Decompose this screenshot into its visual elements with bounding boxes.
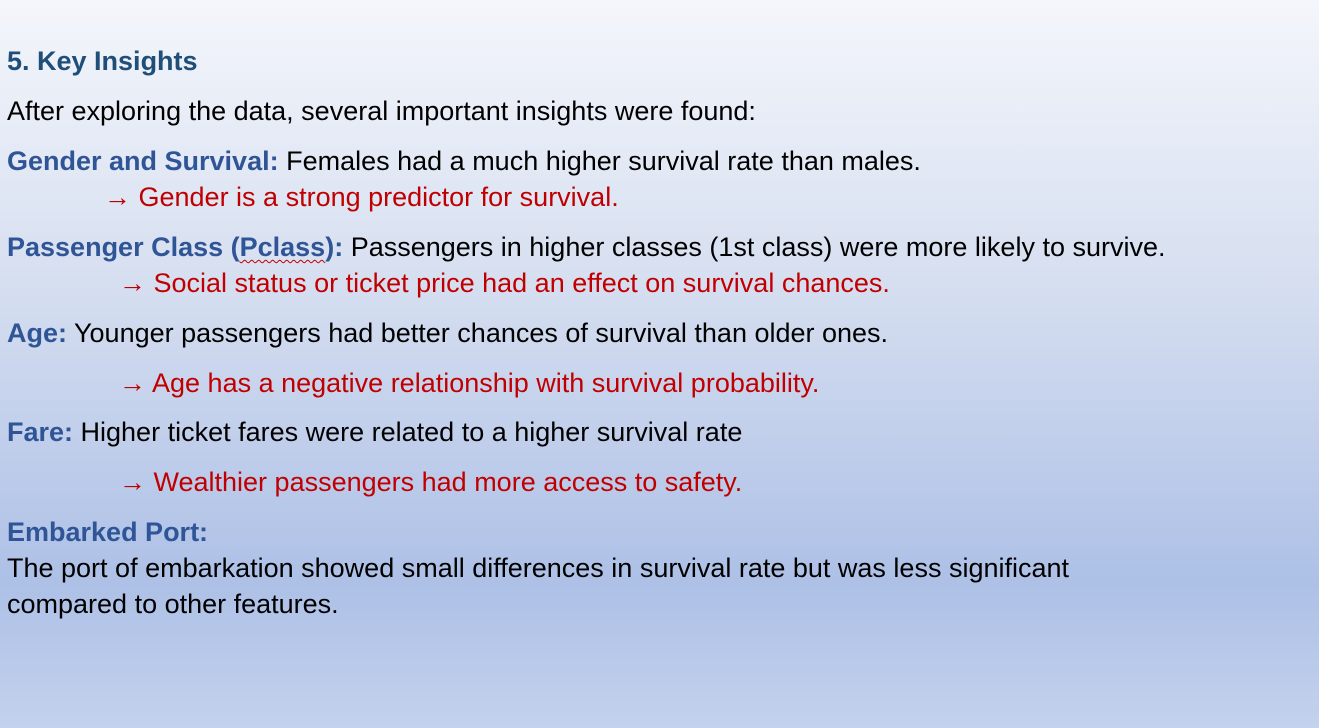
insight-pclass-conclusion: → Social status or ticket price had an e… <box>119 268 890 298</box>
insight-age: Age: Younger passengers had better chanc… <box>7 317 888 349</box>
insight-gender-conclusion: → Gender is a strong predictor for survi… <box>104 182 619 212</box>
insight-embarked-text-line2: compared to other features. <box>7 589 339 619</box>
insight-embarked-label: Embarked Port: <box>7 517 209 547</box>
insight-pclass-label-word: Pclass <box>239 232 326 262</box>
insight-age-conclusion: → Age has a negative relationship with s… <box>119 368 820 398</box>
page-title: 5. Key Insights <box>7 46 198 76</box>
insight-gender-label: Gender and Survival: <box>7 146 279 176</box>
insight-pclass-text: Passengers in higher classes (1st class)… <box>343 232 1166 262</box>
insight-age-label: Age: <box>7 318 67 348</box>
insight-fare-label: Fare: <box>7 417 74 447</box>
insight-fare: Fare: Higher ticket fares were related t… <box>7 416 742 448</box>
insight-fare-conclusion: → Wealthier passengers had more access t… <box>119 467 743 497</box>
insight-pclass: Passenger Class (Pclass): Passengers in … <box>7 231 1166 263</box>
insight-fare-text: Higher ticket fares were related to a hi… <box>73 417 743 447</box>
insight-gender-text: Females had a much higher survival rate … <box>278 146 921 176</box>
insight-embarked-text-line1: The port of embarkation showed small dif… <box>7 553 1070 583</box>
intro-text: After exploring the data, several import… <box>7 96 756 126</box>
insight-gender: Gender and Survival: Females had a much … <box>7 145 921 177</box>
insight-pclass-label-post: ): <box>325 232 344 262</box>
insight-pclass-label-pre: Passenger Class ( <box>7 232 240 262</box>
insight-age-text: Younger passengers had better chances of… <box>67 318 889 348</box>
insight-pclass-label: Passenger Class (Pclass): <box>7 232 343 262</box>
